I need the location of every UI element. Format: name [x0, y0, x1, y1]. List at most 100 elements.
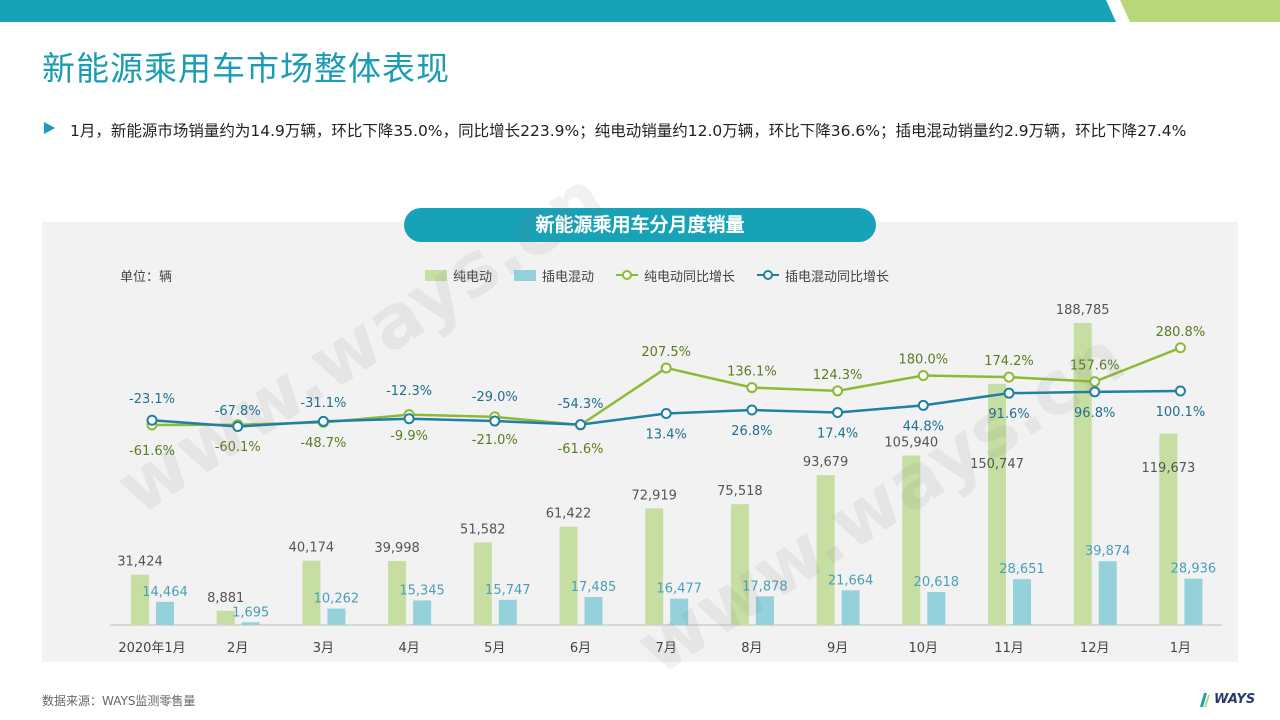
unit-label: 单位：辆	[120, 270, 173, 285]
bar-phev	[1184, 578, 1203, 625]
line-label-phev-growth: 44.8%	[903, 419, 944, 434]
bar-label-bev: 105,940	[884, 436, 938, 451]
point-bev-growth	[1174, 342, 1186, 354]
bar-bev	[473, 542, 492, 625]
legend-item-phev-growth: 插电混动同比增长	[757, 266, 889, 285]
point-bev-growth	[832, 385, 844, 397]
point-phev-growth	[1003, 387, 1015, 399]
bar-label-phev: 17,485	[571, 580, 617, 595]
bar-label-phev: 16,477	[656, 582, 702, 597]
bar-label-bev: 51,582	[460, 522, 506, 537]
line-label-phev-growth: 100.1%	[1156, 405, 1206, 420]
line-label-bev-growth: -9.9%	[390, 429, 428, 444]
legend-line-phev-growth	[757, 270, 780, 280]
line-label-bev-growth: -21.0%	[472, 433, 518, 448]
bar-phev	[156, 601, 174, 625]
bar-label-bev: 75,518	[717, 484, 763, 499]
x-tick-label: 10月	[909, 641, 939, 656]
bar-label-bev: 93,679	[803, 455, 849, 470]
bar-label-phev: 28,936	[1171, 562, 1217, 577]
bar-phev	[927, 592, 946, 625]
line-label-phev-growth: -29.0%	[472, 390, 518, 405]
legend-line-bev-growth	[616, 270, 639, 280]
x-tick-label: 11月	[994, 641, 1024, 656]
bar-label-phev: 15,345	[399, 583, 445, 598]
x-tick-label: 5月	[484, 641, 505, 656]
brand-logo: WAYS	[1200, 692, 1256, 707]
line-label-bev-growth: 207.5%	[641, 345, 691, 360]
legend-label-bev: 纯电动	[453, 269, 493, 285]
point-phev-growth	[832, 406, 844, 418]
point-phev-growth	[660, 408, 672, 420]
legend-label-phev: 插电混动	[542, 269, 595, 285]
bar-label-bev: 150,747	[970, 457, 1024, 472]
point-bev-growth	[746, 382, 758, 394]
x-tick-label: 6月	[570, 641, 591, 656]
line-label-phev-growth: -12.3%	[386, 384, 432, 399]
line-label-phev-growth: -54.3%	[558, 397, 604, 412]
x-tick-label: 8月	[741, 641, 762, 656]
point-phev-growth	[317, 415, 329, 427]
bar-label-bev: 31,424	[117, 555, 163, 570]
ways-logo-icon	[1200, 693, 1210, 707]
line-label-bev-growth: 124.3%	[813, 368, 863, 383]
line-label-bev-growth: 136.1%	[727, 365, 777, 380]
point-phev-growth	[1174, 385, 1186, 397]
bar-phev	[841, 590, 860, 625]
line-label-bev-growth: 157.6%	[1070, 359, 1120, 374]
point-phev-growth	[489, 415, 501, 427]
point-phev-growth	[403, 413, 415, 425]
line-label-bev-growth: 174.2%	[984, 354, 1034, 369]
x-tick-label: 4月	[398, 641, 419, 656]
chart-legend: 纯电动 插电混动 纯电动同比增长 插电混动同比增长	[425, 266, 911, 285]
bar-label-phev: 14,464	[142, 585, 188, 600]
bar-phev	[241, 622, 260, 625]
point-phev-growth	[575, 419, 586, 431]
bar-bev	[1159, 433, 1178, 625]
bar-bev	[302, 560, 321, 625]
bar-label-bev: 119,673	[1142, 461, 1196, 476]
bar-bev	[559, 526, 578, 625]
line-label-bev-growth: 180.0%	[899, 353, 949, 368]
legend-label-phev-growth: 插电混动同比增长	[785, 269, 890, 285]
bar-label-phev: 15,747	[485, 583, 531, 598]
bar-bev	[216, 610, 235, 625]
bar-phev	[1098, 561, 1117, 625]
line-label-phev-growth: 13.4%	[646, 428, 687, 443]
x-tick-label: 1月	[1170, 641, 1191, 656]
bar-label-bev: 61,422	[546, 507, 592, 522]
legend-label-bev-growth: 纯电动同比增长	[644, 269, 736, 285]
x-tick-label: 9月	[827, 641, 848, 656]
line-label-bev-growth: 280.8%	[1156, 325, 1206, 340]
logo-text: WAYS	[1214, 692, 1256, 707]
bar-phev	[755, 596, 774, 625]
bar-bev	[902, 455, 921, 625]
line-label-phev-growth: 26.8%	[731, 424, 772, 439]
point-phev-growth	[917, 399, 929, 411]
line-label-phev-growth: -67.8%	[215, 404, 261, 419]
legend-item-bev-growth: 纯电动同比增长	[616, 266, 735, 285]
bar-label-phev: 10,262	[314, 592, 360, 607]
bar-label-phev: 20,618	[914, 575, 960, 590]
summary-text: 1月，新能源市场销量约为14.9万辆，环比下降35.0%，同比增长223.9%；…	[70, 122, 1187, 140]
bar-bev	[645, 508, 664, 625]
bar-label-bev: 188,785	[1056, 303, 1110, 318]
line-label-phev-growth: -23.1%	[129, 392, 175, 407]
x-tick-label: 3月	[313, 641, 334, 656]
bar-label-phev: 28,651	[999, 562, 1045, 577]
legend-item-bev: 纯电动	[425, 266, 492, 285]
point-bev-growth	[1003, 371, 1015, 383]
bar-phev	[670, 598, 689, 625]
line-label-bev-growth: -48.7%	[300, 436, 346, 451]
line-label-bev-growth: -61.6%	[129, 444, 175, 459]
point-bev-growth	[917, 370, 929, 381]
bullet-arrow-icon	[44, 122, 55, 134]
page-title: 新能源乘用车市场整体表现	[42, 49, 450, 88]
point-bev-growth	[660, 362, 672, 374]
line-label-phev-growth: 96.8%	[1074, 406, 1115, 421]
line-label-phev-growth: 17.4%	[817, 426, 858, 441]
bar-label-bev: 40,174	[289, 541, 335, 556]
bar-bev	[816, 475, 835, 625]
top-banner	[0, 0, 1280, 22]
bar-phev	[584, 597, 603, 625]
